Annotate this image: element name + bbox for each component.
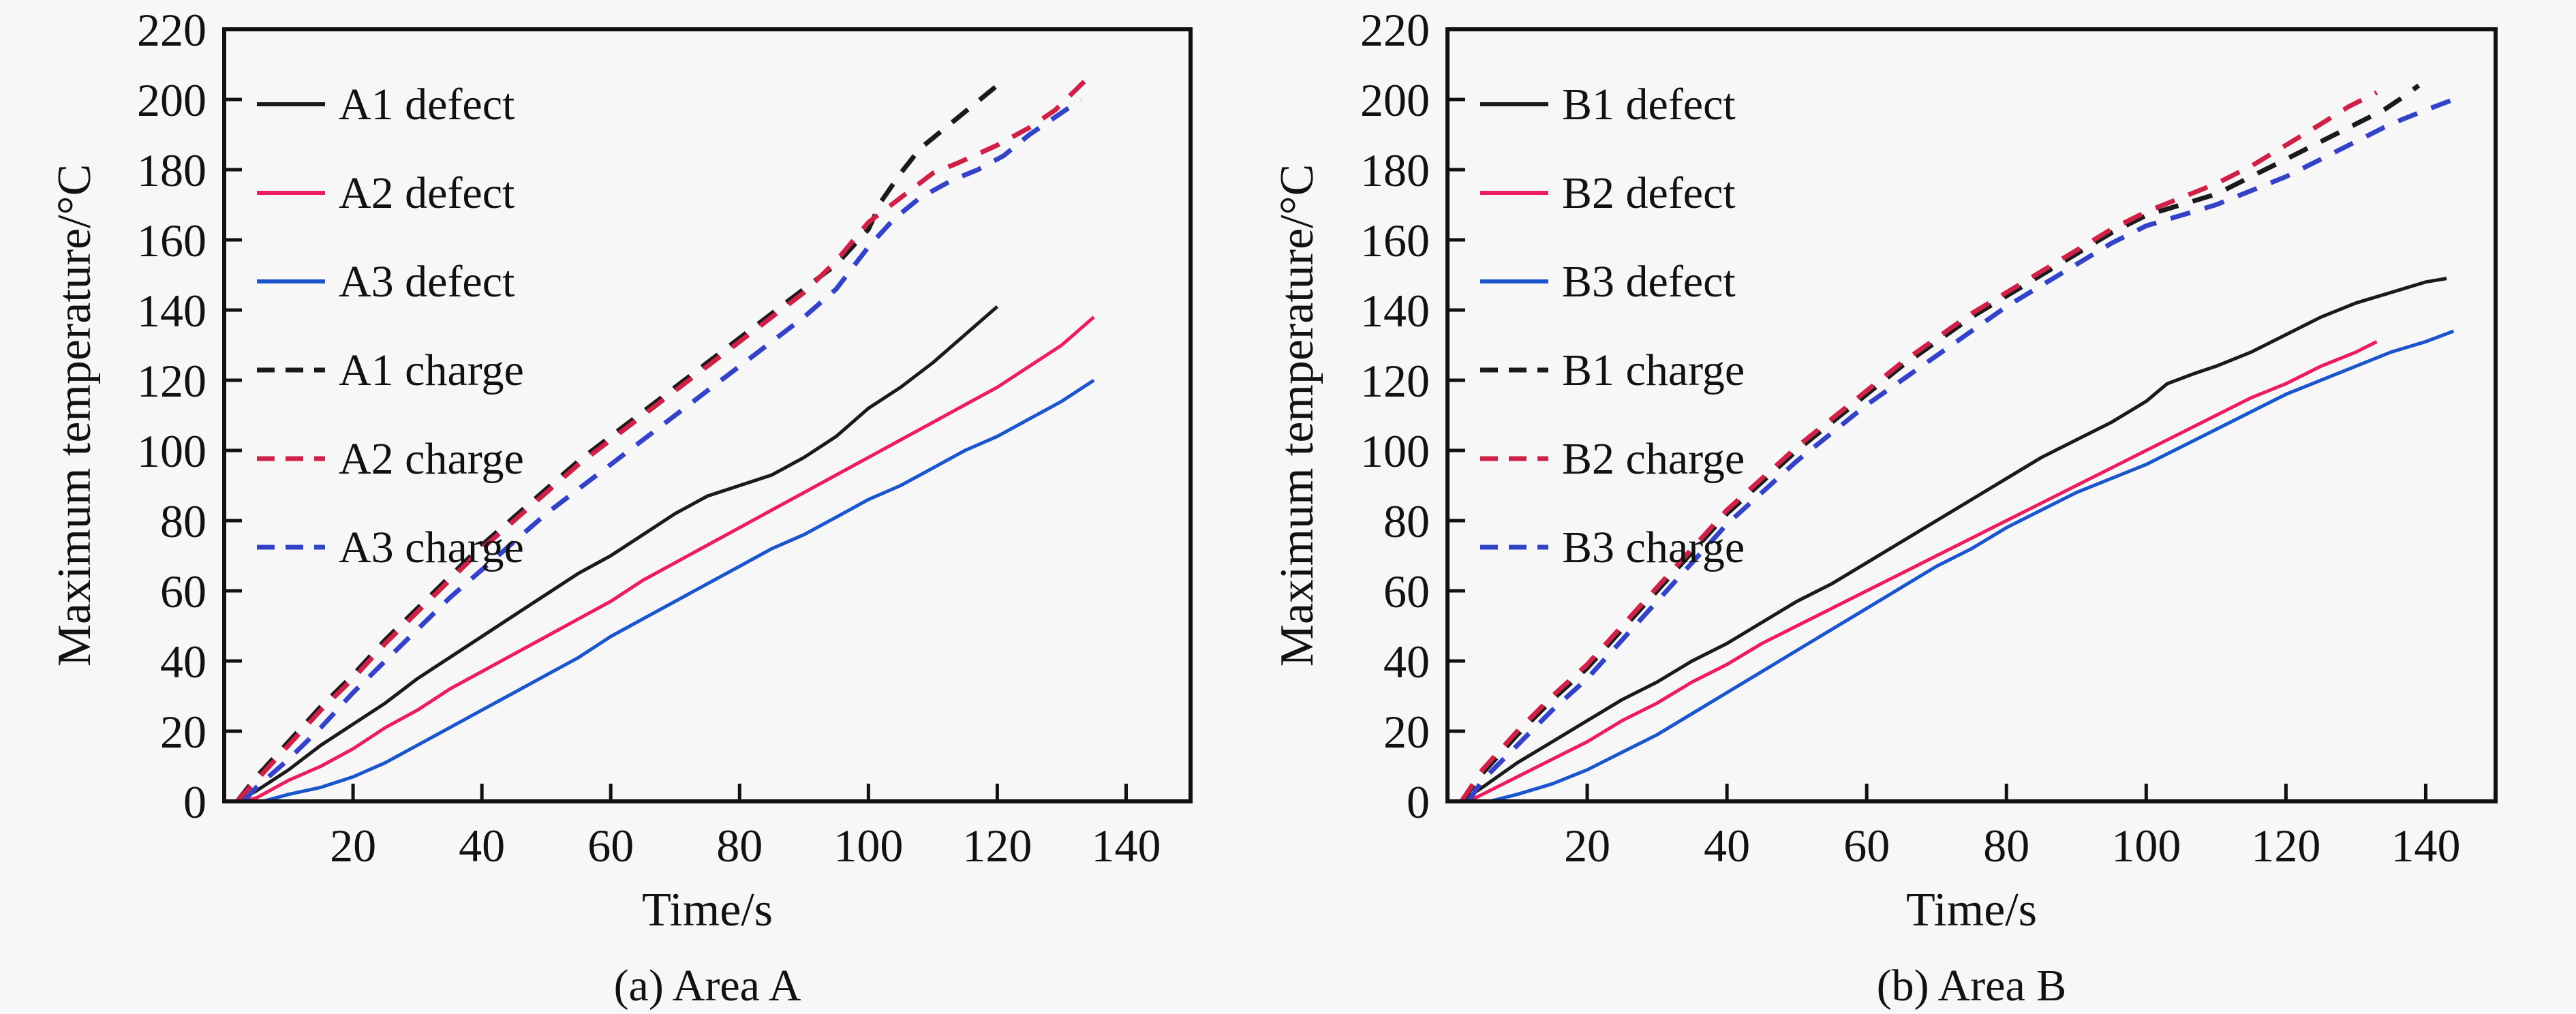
chart-a: 20 40 60 80 100 120 140 0 20 40 60 80 100 120 140 160 18… — [48, 4, 1193, 1011]
x-tick-label: 100 — [833, 820, 903, 872]
series-line-B1-defect — [1460, 277, 2447, 803]
series-line-B2-defect — [1467, 340, 2378, 803]
y-tick-label: 60 — [160, 566, 206, 617]
x-tick-label: 140 — [1091, 820, 1161, 872]
chart-b: 20 40 60 80 100 120 140 0 20 40 60 80 100 120 140 160 18… — [1271, 4, 2498, 1011]
legend-label: A2 defect — [339, 168, 515, 218]
x-axis-label: Time/s — [1906, 884, 2037, 936]
y-tick-label: 200 — [137, 74, 206, 126]
y-tick-label: 20 — [160, 706, 206, 758]
series-line-B3-charge — [1466, 97, 2455, 803]
legend-item: A2 charge — [257, 434, 524, 484]
legend-item: A1 charge — [257, 345, 524, 395]
y-tick-label: 80 — [160, 495, 206, 547]
legend-item: A3 defect — [257, 257, 515, 307]
y-tick-label: 0 — [1407, 776, 1430, 828]
y-tick-label: 160 — [1360, 215, 1430, 266]
y-tick-label: 140 — [137, 285, 206, 337]
y-tick-label: 120 — [137, 355, 206, 407]
y-tick-label: 60 — [1383, 566, 1430, 617]
legend-label: B2 charge — [1562, 434, 1745, 484]
y-tick-label: 220 — [137, 4, 206, 56]
series-line-A3-defect — [262, 378, 1095, 803]
x-tick-label: 20 — [1564, 820, 1610, 872]
x-tick-label: 140 — [2391, 820, 2460, 872]
legend-item: A2 defect — [257, 168, 515, 218]
x-tick-label: 120 — [2251, 820, 2320, 872]
y-tick-label: 100 — [1360, 425, 1430, 477]
x-tick-label: 40 — [1704, 820, 1750, 872]
series-line-B2-charge — [1459, 90, 2378, 803]
y-tick-label: 80 — [1383, 495, 1430, 547]
legend-label: B3 charge — [1562, 523, 1745, 572]
x-tick-label: 120 — [962, 820, 1032, 872]
x-tick-label: 80 — [716, 820, 763, 872]
legend: A1 defect A2 defect A3 defect A1 charge A2 c… — [257, 80, 524, 572]
series-line-B3-defect — [1488, 329, 2455, 803]
legend: B1 defect B2 defect B3 defect B1 charge B2 c… — [1480, 80, 1745, 572]
plot-box — [1445, 27, 2498, 803]
series-line-A1-charge — [235, 83, 999, 803]
x-axis-label: Time/s — [642, 884, 773, 936]
legend-item: B2 defect — [1480, 168, 1736, 218]
legend-label: B1 defect — [1562, 80, 1736, 129]
y-tick-label: 180 — [1360, 144, 1430, 196]
legend-label: A1 charge — [339, 345, 524, 395]
plot-box — [222, 27, 1193, 803]
series-line-A2-charge — [235, 76, 1090, 803]
legend-label: A3 charge — [339, 523, 524, 572]
legend-item: B1 defect — [1480, 80, 1736, 129]
legend-item: B2 charge — [1480, 434, 1745, 484]
legend-item: A1 defect — [257, 80, 515, 129]
legend-label: A2 charge — [339, 434, 524, 484]
y-tick-label: 200 — [1360, 74, 1430, 126]
y-axis-label: Maximum temperature/°C — [1271, 164, 1323, 667]
legend-item: A3 charge — [257, 523, 524, 572]
legend-label: B1 charge — [1562, 345, 1745, 395]
legend-label: B2 defect — [1562, 168, 1736, 218]
x-tick-label: 100 — [2111, 820, 2181, 872]
legend-item: B3 charge — [1480, 523, 1745, 572]
y-tick-label: 0 — [183, 776, 206, 828]
y-tick-label: 40 — [160, 636, 206, 688]
legend-label: A1 defect — [339, 80, 515, 129]
y-tick-label: 40 — [1383, 636, 1430, 688]
y-tick-label: 100 — [137, 425, 206, 477]
x-tick-label: 40 — [459, 820, 505, 872]
series-line-A1-defect — [236, 305, 999, 803]
y-tick-label: 180 — [137, 144, 206, 196]
x-tick-label: 60 — [1843, 820, 1890, 872]
legend-label: A3 defect — [339, 257, 515, 307]
legend-label: B3 defect — [1562, 257, 1736, 307]
series-line-A3-charge — [241, 97, 1083, 803]
chart-caption: (b) Area B — [1877, 961, 2067, 1011]
legend-item: B3 defect — [1480, 257, 1736, 307]
x-tick-label: 60 — [587, 820, 634, 872]
y-tick-label: 220 — [1360, 4, 1430, 56]
chart-caption: (a) Area A — [614, 961, 801, 1011]
y-tick-label: 160 — [137, 215, 206, 266]
y-tick-label: 140 — [1360, 285, 1430, 337]
series-line-A2-defect — [243, 316, 1095, 803]
y-tick-label: 20 — [1383, 706, 1430, 758]
y-tick-label: 120 — [1360, 355, 1430, 407]
legend-item: B1 charge — [1480, 345, 1745, 395]
x-tick-label: 20 — [330, 820, 376, 872]
x-tick-label: 80 — [1983, 820, 2029, 872]
y-axis-label: Maximum temperature/°C — [48, 164, 101, 667]
